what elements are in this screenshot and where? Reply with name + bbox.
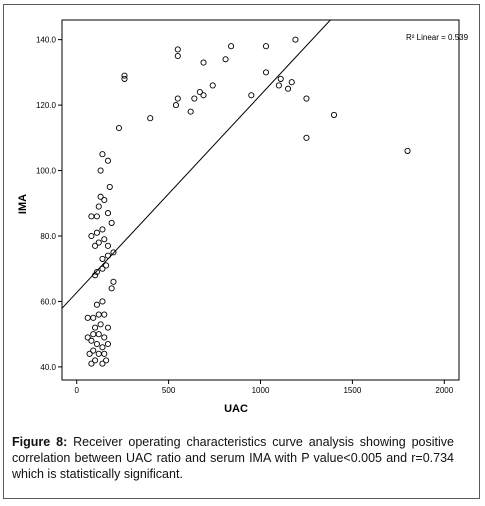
data-point	[90, 347, 97, 354]
figure-caption: Figure 8: Receiver operating characteris…	[12, 434, 454, 482]
data-point	[262, 69, 270, 76]
data-point	[99, 265, 106, 272]
data-point	[121, 72, 128, 79]
data-point	[288, 79, 295, 86]
fit-line-label: R² Linear = 0.539	[406, 33, 469, 42]
data-point	[101, 350, 108, 357]
data-point	[104, 340, 111, 348]
data-point	[92, 242, 99, 249]
data-point	[404, 147, 411, 154]
data-point	[285, 85, 292, 92]
data-point	[99, 255, 106, 262]
data-point	[108, 219, 115, 226]
data-point	[99, 360, 106, 367]
data-point	[262, 43, 270, 50]
data-point	[106, 183, 113, 190]
data-point	[303, 95, 310, 102]
data-point	[90, 314, 97, 321]
data-point	[92, 272, 99, 279]
data-point	[93, 340, 100, 348]
data-point	[110, 278, 117, 285]
data-point	[93, 301, 100, 308]
fit-line	[62, 20, 331, 309]
data-point	[174, 52, 181, 60]
data-point	[97, 167, 104, 174]
data-point	[187, 108, 194, 115]
data-point	[99, 226, 106, 233]
data-point	[121, 75, 128, 82]
data-point	[93, 229, 100, 236]
data-point	[303, 134, 310, 141]
x-tick-label: 0	[74, 386, 79, 395]
axes: 0 500 1000 1500 2000 40.0 60.0 80.0 100.0 120.0 14…	[36, 36, 454, 395]
data-point	[277, 75, 284, 82]
data-point	[92, 357, 99, 364]
y-axis-title: IMA	[17, 194, 29, 214]
data-point	[104, 242, 111, 249]
data-point	[104, 210, 111, 217]
data-point	[88, 232, 95, 240]
plot-area	[61, 19, 460, 381]
data-point	[93, 213, 100, 220]
data-point	[330, 111, 338, 118]
x-axis-title: UAC	[224, 403, 248, 415]
y-tick-label: 120.0	[36, 101, 57, 110]
data-point	[101, 334, 108, 341]
data-point	[95, 239, 102, 246]
caption-text: Receiver operating characteristics curve…	[12, 435, 454, 481]
x-tick-label: 1000	[252, 386, 270, 395]
data-point	[228, 43, 235, 50]
data-point	[88, 337, 95, 344]
data-point	[222, 56, 229, 63]
data-point	[200, 92, 207, 99]
caption-label: Figure 8:	[12, 435, 68, 449]
data-point	[191, 95, 198, 102]
data-point	[101, 236, 108, 243]
data-point	[84, 334, 91, 341]
data-point	[86, 350, 93, 357]
y-tick-label: 60.0	[40, 297, 56, 306]
x-tick-label: 500	[162, 386, 176, 395]
data-point	[104, 157, 111, 164]
data-point	[95, 331, 102, 338]
y-tick-label: 100.0	[36, 167, 57, 176]
x-tick-label: 2000	[435, 386, 453, 395]
data-point	[174, 46, 181, 53]
data-point	[200, 59, 207, 66]
data-point	[172, 102, 180, 109]
data-point	[88, 360, 95, 367]
y-tick-label: 140.0	[36, 36, 57, 45]
data-point	[196, 88, 203, 96]
data-point	[147, 115, 154, 122]
y-tick-label: 40.0	[40, 363, 56, 372]
data-points	[84, 36, 411, 367]
data-point	[93, 268, 100, 276]
data-point	[104, 324, 111, 331]
data-point	[103, 262, 110, 269]
y-tick-label: 80.0	[40, 232, 56, 241]
data-point	[97, 321, 104, 328]
data-point	[209, 82, 216, 89]
data-point	[108, 285, 115, 292]
data-point	[101, 196, 108, 204]
data-point	[115, 124, 123, 132]
data-point	[248, 92, 255, 99]
data-point	[292, 36, 299, 43]
data-point	[92, 324, 99, 331]
data-point	[97, 193, 104, 200]
scatter-chart: 0 500 1000 1500 2000 40.0 60.0 80.0 100.0 120.0 14…	[17, 19, 469, 415]
data-point	[104, 252, 111, 259]
data-point	[99, 344, 106, 351]
data-point	[95, 203, 102, 210]
data-point	[110, 249, 117, 256]
data-point	[275, 82, 282, 89]
data-point	[99, 151, 106, 158]
data-point	[103, 357, 110, 364]
data-point	[99, 298, 106, 305]
data-point	[174, 95, 181, 102]
x-tick-label: 1500	[343, 386, 361, 395]
data-point	[101, 311, 108, 318]
